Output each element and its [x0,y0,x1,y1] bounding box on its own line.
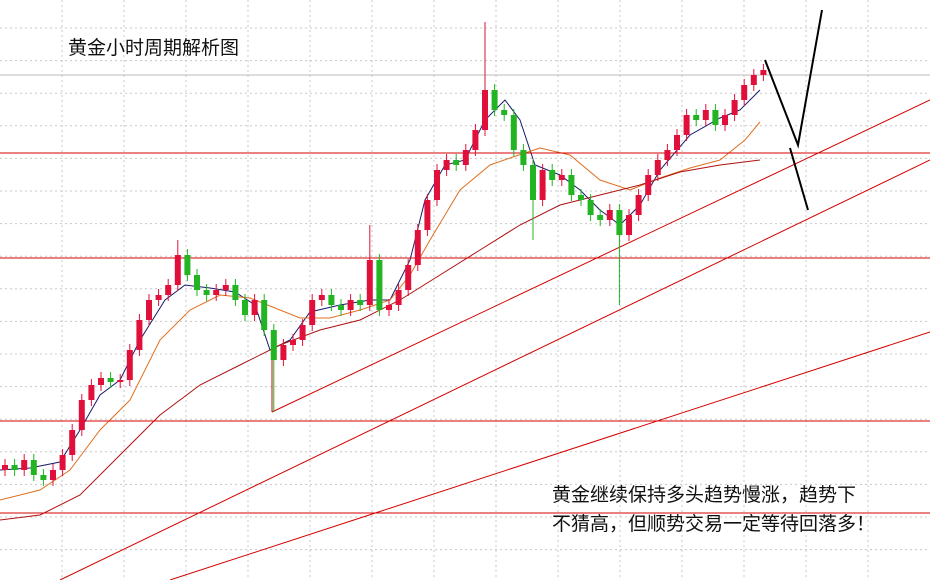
annotation: 不猜高，但顺势交易一定等待回落多！ [552,513,875,535]
candle-body [405,265,412,290]
candle-body [203,290,210,295]
candle-body [21,460,28,470]
candle-body [126,350,133,380]
candle-body [587,200,594,215]
candle-body [482,90,488,130]
candle-body [453,160,460,165]
candle-body [664,150,671,160]
moving-average [0,121,761,501]
candle-body [213,290,220,295]
trend-line [59,159,930,580]
candle-body [606,210,613,220]
candle-body [539,170,546,200]
candle-body [549,170,556,180]
candle-body [462,150,469,165]
candle-body [251,300,258,315]
candle-body [50,470,56,480]
candle-body [635,195,642,215]
candle-body [318,295,325,300]
candle-body [270,330,277,360]
candle-body [578,195,584,200]
candle-body [568,175,575,195]
annotation: 黄金继续保持多头趋势慢涨，趋势下 [552,484,856,506]
projection [764,9,823,211]
candle-body [674,135,680,150]
candle-body [750,75,757,85]
candle-body [424,200,431,230]
candle-body [760,70,767,75]
candle-body [395,290,402,305]
candle-body [2,465,8,470]
candle-body [741,85,748,100]
candle-body [59,455,66,470]
candle-body [117,380,124,382]
levels [0,74,930,514]
candle-body [98,378,104,385]
trend-line [271,99,930,413]
candle-body [530,165,536,200]
projection-line [789,147,809,211]
candle-body [338,305,344,310]
candle-body [155,295,162,300]
candle-body [30,460,37,475]
candle-body [645,175,652,195]
candle-body [136,320,143,350]
chart-title: 黄金小时周期解析图 [68,37,239,59]
candle-body [299,325,306,340]
moving-average [0,159,761,521]
candle-body [386,305,392,310]
candle-body [194,275,200,290]
candle-body [222,285,229,290]
candle-body [616,210,623,235]
candle-body [654,160,661,175]
candle-body [184,255,191,275]
candle-body [88,385,95,400]
candle-body [712,110,719,125]
candle-body [107,378,114,382]
candle-body [472,130,479,150]
trend-line [169,331,930,580]
candle-body [702,110,709,120]
candle-body [69,430,76,455]
candle-body [261,300,268,330]
candle-body [232,285,239,300]
candle-body [491,90,498,110]
candles [2,22,767,486]
candle-body [78,400,85,430]
candle-body [731,100,738,115]
trend-lines [59,99,930,580]
candle-body [626,215,632,235]
candle-body [174,255,181,285]
projection-line [764,9,823,149]
candle-body [558,175,565,180]
candle-body [722,115,728,125]
candle-body [280,345,287,360]
candle-body [683,115,690,135]
candle-body [347,300,354,310]
candle-body [328,295,335,305]
candle-body [366,260,373,305]
candle-body [443,160,450,170]
candle-body [414,230,421,265]
candle-body [434,170,440,200]
candle-body [40,475,47,480]
candle-body [520,150,527,165]
candle-body [597,215,604,220]
candle-body [693,115,700,120]
candle-body [510,115,517,150]
candle-body [165,285,172,295]
candle-body [290,340,296,345]
candle-body [11,465,18,470]
candle-body [146,300,152,320]
candle-body [357,300,364,305]
candle-body [242,300,248,315]
candle-body [309,300,316,325]
candle-body [501,110,508,115]
candle-body [376,260,383,310]
